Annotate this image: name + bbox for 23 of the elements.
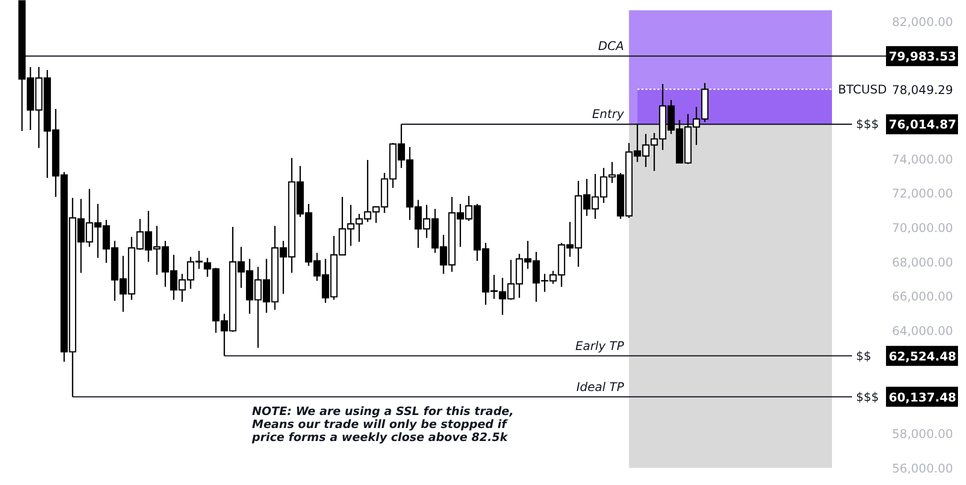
annotation: $$ [856, 348, 872, 363]
ref-line-label: BTCUSD [838, 82, 887, 96]
annotation: $$$ [856, 117, 879, 132]
ref-line-label: Entry [592, 107, 625, 122]
y-tick-label: 78,049.29 [892, 82, 954, 97]
y-tick-label: 62,524.48 [888, 349, 956, 364]
ref-line-label: DCA [598, 39, 624, 54]
annotation: $$$ [856, 390, 879, 404]
ref-line-label: Ideal TP [576, 380, 625, 394]
y-tick-label: 74,000.00 [892, 152, 954, 166]
y-tick-label: 76,014.87 [888, 118, 956, 132]
y-tick-label: 66,000.00 [892, 290, 954, 304]
y-tick-label: 70,000.00 [892, 220, 954, 235]
y-tick-label: 64,000.00 [892, 324, 954, 338]
y-tick-label: 60,137.48 [888, 390, 956, 404]
y-tick-label: 58,000.00 [892, 426, 954, 441]
y-tick-label: 56,000.00 [892, 461, 954, 476]
annotation: NOTE: We are using a SSL for this trade, Means our trade will only be stopped if price forms a weekly close above 82.5k [251, 404, 514, 444]
y-tick-label: 79,983.53 [888, 50, 956, 64]
y-tick-label: 82,000.00 [892, 14, 954, 29]
y-tick-label: 68,000.00 [892, 255, 954, 270]
y-tick-label: 72,000.00 [892, 186, 954, 201]
ref-line-label: Early TP [575, 338, 625, 353]
